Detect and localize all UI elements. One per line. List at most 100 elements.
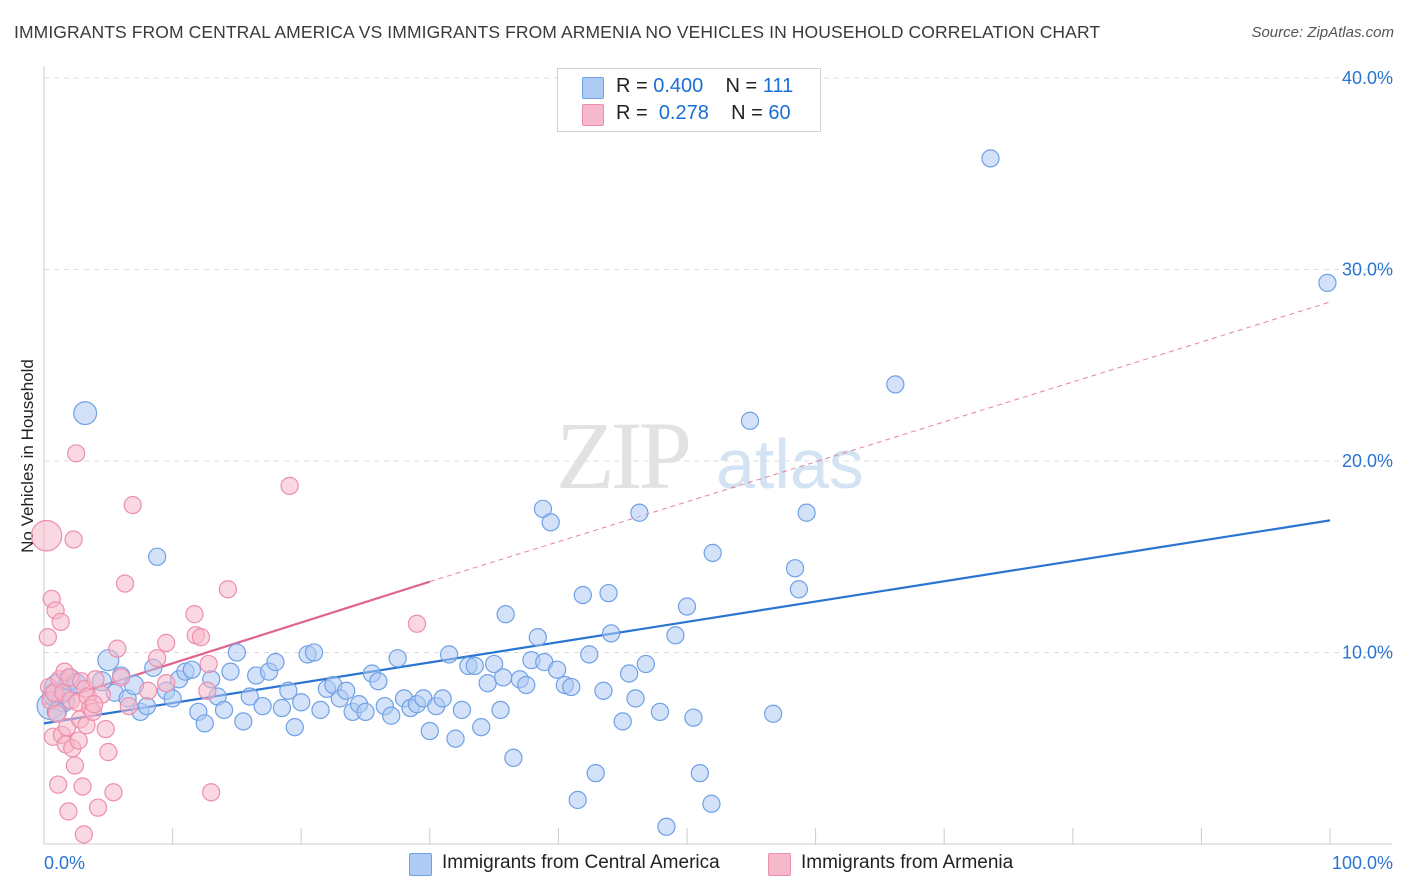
- point-central-america: [311, 700, 330, 720]
- y-tick-label: 40.0%: [1342, 68, 1393, 88]
- stats-r-value: 0.400: [653, 75, 704, 97]
- point-central-america: [446, 729, 465, 748]
- point-central-america: [272, 698, 292, 718]
- point-armenia: [218, 580, 238, 599]
- point-central-america: [601, 624, 621, 643]
- point-central-america: [234, 712, 253, 731]
- stats-n-label: N =: [725, 75, 758, 97]
- point-armenia: [30, 519, 63, 552]
- stats-r-label: R =: [616, 75, 648, 97]
- point-armenia: [104, 783, 123, 802]
- point-central-america: [465, 656, 484, 676]
- stats-swatch-central-america: [582, 77, 604, 99]
- point-armenia: [157, 633, 176, 653]
- point-central-america: [253, 696, 272, 716]
- point-central-america: [541, 513, 560, 532]
- point-armenia: [86, 670, 105, 689]
- point-central-america: [666, 626, 685, 645]
- point-central-america: [1318, 273, 1337, 293]
- point-central-america: [677, 597, 697, 616]
- x-tick-label: 100.0%: [1332, 853, 1393, 873]
- point-central-america: [337, 681, 356, 700]
- point-armenia: [85, 695, 104, 714]
- point-central-america: [740, 411, 760, 430]
- point-armenia: [198, 681, 217, 700]
- x-tick-label: 0.0%: [44, 853, 85, 873]
- point-central-america: [789, 580, 809, 599]
- point-central-america: [484, 654, 504, 674]
- point-central-america: [382, 706, 401, 725]
- stats-swatch-armenia: [582, 104, 604, 126]
- point-central-america: [626, 689, 645, 708]
- point-armenia: [65, 756, 85, 775]
- point-central-america: [657, 817, 676, 836]
- point-central-america: [517, 675, 536, 695]
- stats-box: R = 0.400 N = 111 R = 0.278 N = 60: [557, 68, 821, 132]
- point-armenia: [99, 742, 118, 762]
- point-armenia: [191, 628, 211, 647]
- point-armenia: [407, 614, 427, 633]
- point-central-america: [547, 660, 567, 679]
- point-armenia: [112, 668, 131, 687]
- point-central-america: [148, 547, 167, 566]
- point-armenia: [199, 654, 218, 674]
- watermark: ZIP atlas: [556, 402, 864, 509]
- point-central-america: [356, 702, 375, 722]
- point-central-america: [636, 654, 655, 674]
- point-central-america: [690, 763, 710, 783]
- point-central-america: [472, 718, 491, 737]
- watermark-zip: ZIP: [556, 402, 689, 509]
- point-armenia: [69, 731, 88, 750]
- point-central-america: [630, 503, 649, 522]
- point-armenia: [185, 605, 204, 624]
- legend-swatch-central-america: [409, 853, 432, 876]
- stats-n-value: 60: [768, 102, 791, 124]
- grid-lines: [44, 77, 1392, 653]
- point-central-america: [221, 662, 240, 681]
- data-points: [30, 149, 1337, 844]
- point-central-america: [619, 664, 639, 683]
- point-armenia: [38, 628, 58, 647]
- point-armenia: [108, 639, 127, 658]
- point-central-america: [491, 700, 510, 720]
- point-central-america: [496, 605, 515, 624]
- point-central-america: [599, 583, 618, 603]
- point-armenia: [148, 649, 167, 668]
- trend-line-central-america: [43, 519, 1331, 725]
- point-armenia: [115, 574, 135, 593]
- point-central-america: [568, 790, 587, 810]
- tick-labels: 10.0% 20.0% 30.0% 40.0% 0.0% 100.0%: [44, 68, 1393, 873]
- point-armenia: [74, 825, 94, 844]
- point-central-america: [886, 375, 905, 394]
- legend-label-armenia: Immigrants from Armenia: [801, 852, 1014, 873]
- y-tick-label: 20.0%: [1342, 451, 1393, 471]
- y-tick-label: 10.0%: [1342, 643, 1393, 663]
- y-tick-label: 30.0%: [1342, 260, 1393, 280]
- point-central-america: [504, 748, 523, 767]
- point-central-america: [240, 687, 259, 706]
- source-label: Source: ZipAtlas.com: [1251, 24, 1394, 41]
- point-central-america: [562, 677, 581, 697]
- point-central-america: [613, 712, 632, 731]
- point-central-america: [493, 668, 513, 687]
- point-central-america: [764, 704, 783, 723]
- point-armenia: [96, 719, 115, 739]
- point-central-america: [433, 689, 452, 708]
- point-central-america: [292, 693, 311, 712]
- point-central-america: [594, 681, 613, 700]
- point-central-america: [227, 643, 247, 662]
- watermark-atlas: atlas: [716, 425, 864, 503]
- point-armenia: [88, 798, 108, 817]
- point-armenia: [280, 476, 299, 496]
- point-central-america: [580, 645, 599, 664]
- point-central-america: [266, 652, 285, 672]
- point-central-america: [684, 708, 703, 727]
- legend-swatch-armenia: [768, 853, 791, 876]
- point-central-america: [304, 643, 324, 662]
- point-armenia: [59, 802, 78, 821]
- legend-label-central-america: Immigrants from Central America: [442, 852, 720, 873]
- point-central-america: [797, 503, 816, 522]
- point-central-america: [369, 672, 388, 691]
- point-central-america: [214, 700, 234, 720]
